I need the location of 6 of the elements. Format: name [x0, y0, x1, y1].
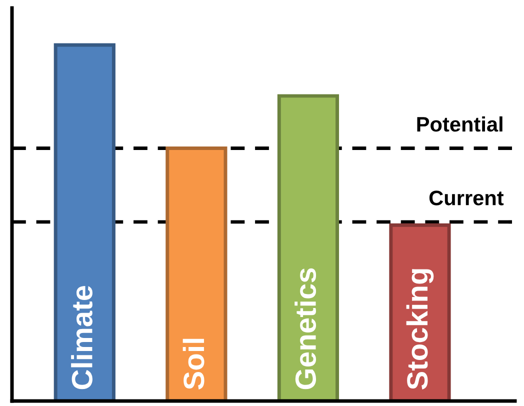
- ref-line-label: Current: [429, 190, 504, 206]
- x-tick-label: Stocking: [406, 269, 434, 390]
- x-tick-label: Soil: [182, 338, 204, 390]
- x-tick-label: Climate: [71, 286, 92, 390]
- ref-line-label: Potential: [417, 116, 502, 132]
- x-tick-label: Genetics: [294, 268, 316, 390]
